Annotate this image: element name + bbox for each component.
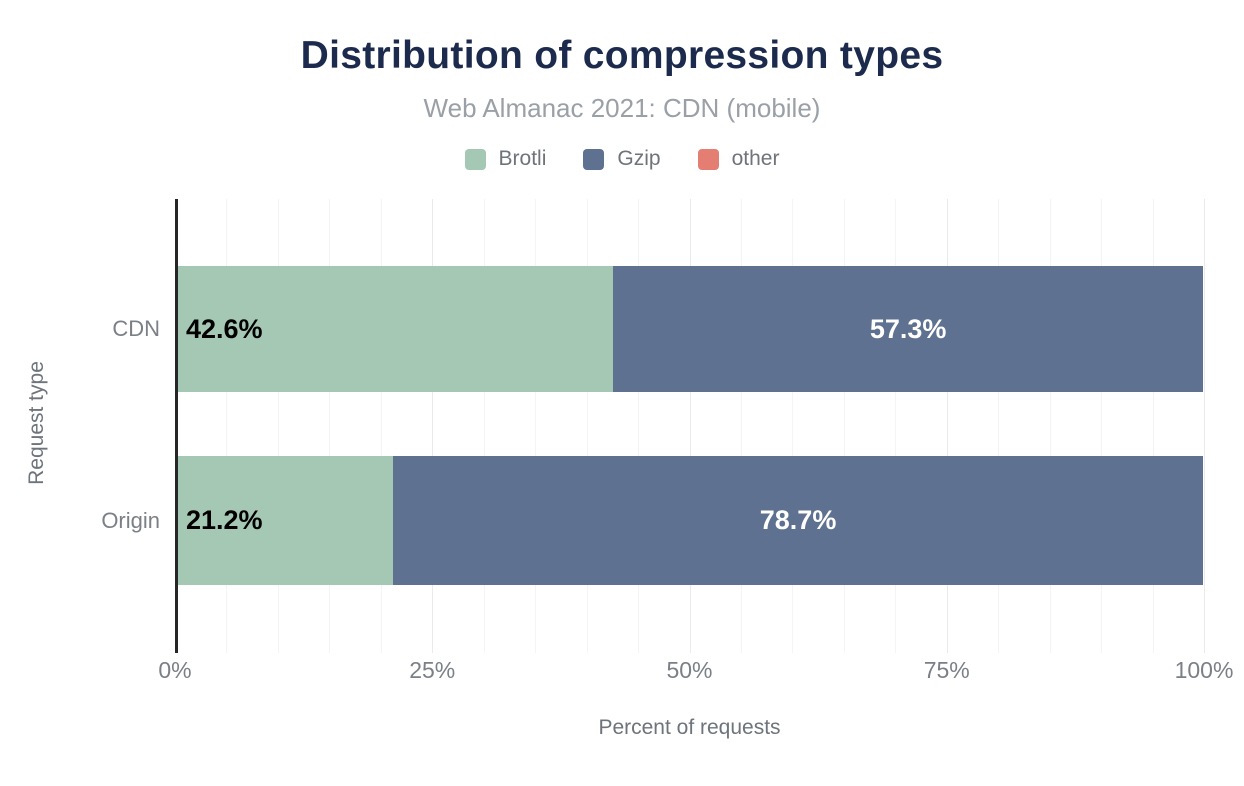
x-axis-title: Percent of requests <box>598 716 781 739</box>
y-category-label-cdn: CDN <box>112 316 160 341</box>
legend: Brotli Gzip other <box>0 146 1244 172</box>
legend-item-gzip: Gzip <box>583 147 661 171</box>
plot-area: 42.6% 57.3% CDN 21.2% 78.7% Origin <box>101 199 1205 653</box>
legend-label: Brotli <box>498 147 547 170</box>
gridline <box>998 199 1000 653</box>
legend-item-other: other <box>697 147 780 171</box>
gridline <box>843 199 845 653</box>
x-axis-ticks: 0% 25% 50% 75% 100% <box>158 657 1233 683</box>
legend-swatch-icon <box>464 148 486 170</box>
bar-value-label: 42.6% <box>186 313 263 344</box>
gridline <box>638 199 640 653</box>
gridline <box>1101 199 1103 653</box>
chart-subtitle: Web Almanac 2021: CDN (mobile) <box>423 93 821 123</box>
x-tick-label: 100% <box>1174 657 1234 683</box>
y-category-label-origin: Origin <box>101 507 160 533</box>
gridline <box>946 199 948 653</box>
y-axis-line <box>175 199 178 653</box>
bar-row-cdn: 42.6% 57.3% <box>175 266 1204 392</box>
chart-title: Distribution of compression types <box>300 34 944 77</box>
gridline <box>226 199 228 653</box>
gridline <box>1049 199 1051 653</box>
x-tick-label: 50% <box>666 657 713 683</box>
gridline <box>432 199 434 653</box>
gridline <box>689 199 691 653</box>
gridline <box>1204 199 1205 653</box>
legend-label: Gzip <box>617 147 661 170</box>
bar-row-origin: 21.2% 78.7% <box>175 456 1204 585</box>
legend-label: other <box>731 147 780 170</box>
x-tick-label: 25% <box>409 657 456 683</box>
gridline <box>792 199 794 653</box>
x-tick-label: 75% <box>923 657 970 683</box>
bar-segment-gzip-origin[interactable]: 78.7% <box>393 456 1203 585</box>
bar-value-label: 57.3% <box>869 313 947 344</box>
legend-item-brotli: Brotli <box>464 147 547 171</box>
gridline <box>586 199 588 653</box>
bar-segment-brotli-origin[interactable]: 21.2% <box>175 456 394 585</box>
gridline <box>535 199 537 653</box>
gridline <box>483 199 485 653</box>
legend-swatch-icon <box>697 148 719 170</box>
legend-swatch-icon <box>583 148 605 170</box>
bar-segment-brotli-cdn[interactable]: 42.6% <box>175 266 614 392</box>
gridline <box>740 199 742 653</box>
bar-value-label: 78.7% <box>759 505 837 535</box>
gridline <box>380 199 382 653</box>
y-axis-title: Request type <box>25 361 48 485</box>
gridline <box>1152 199 1154 653</box>
gridline <box>895 199 897 653</box>
x-tick-label: 0% <box>158 657 192 683</box>
bar-value-label: 21.2% <box>186 505 263 535</box>
gridline <box>329 199 331 653</box>
gridline <box>277 199 279 653</box>
bar-segment-gzip-cdn[interactable]: 57.3% <box>613 266 1203 392</box>
